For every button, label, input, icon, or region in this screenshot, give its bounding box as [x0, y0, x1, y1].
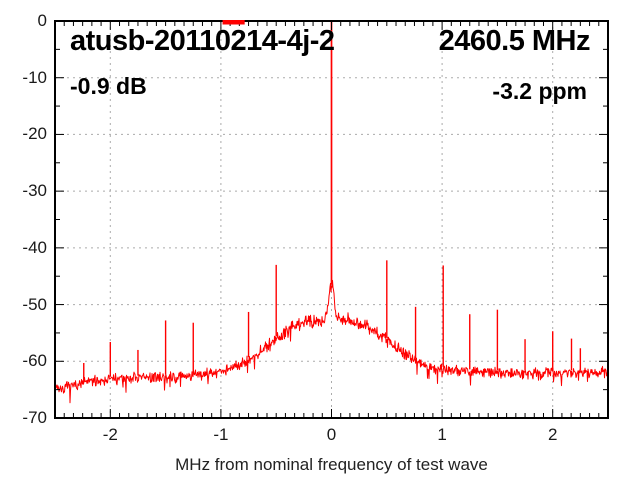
x-axis-label: MHz from nominal frequency of test wave: [175, 455, 488, 474]
y-tick-label: -30: [22, 181, 47, 201]
ppm-annotation: -3.2 ppm: [492, 78, 587, 104]
y-tick-label: -70: [22, 408, 47, 427]
y-tick-label: -10: [22, 67, 47, 87]
x-tick-label: 1: [437, 425, 447, 444]
y-tick-label: -60: [22, 351, 47, 371]
x-tick-label: -1: [213, 425, 229, 444]
y-tick-label: -40: [22, 237, 47, 257]
x-tick-label: 2: [547, 425, 558, 444]
plot-title-frequency: 2460.5 MHz: [438, 25, 591, 57]
y-tick-label: -50: [22, 294, 47, 314]
x-tick-label: 0: [326, 425, 337, 444]
plot-title-device: atusb-20110214-4j-2: [70, 25, 335, 57]
level-annotation: -0.9 dB: [70, 73, 147, 99]
x-tick-label: -2: [102, 425, 118, 444]
y-tick-label: -20: [22, 124, 47, 144]
y-tick-label: 0: [37, 11, 47, 30]
